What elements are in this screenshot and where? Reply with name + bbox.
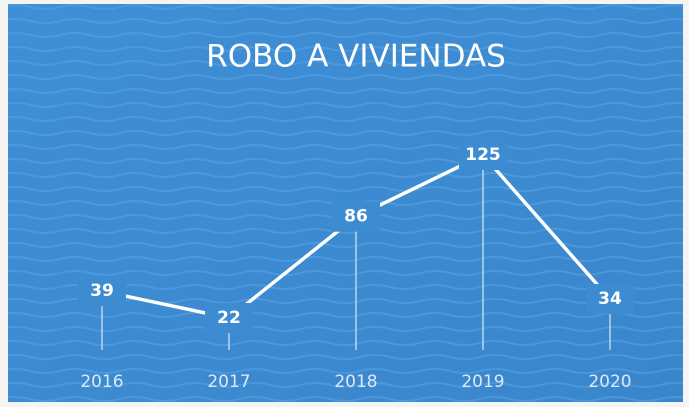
data-label: 34 xyxy=(598,289,622,309)
x-tick-label: 2019 xyxy=(461,372,504,392)
chart-title: ROBO A VIVIENDAS xyxy=(206,39,506,75)
data-label: 125 xyxy=(465,145,501,165)
x-tick-label: 2017 xyxy=(207,372,250,392)
x-tick-label: 2016 xyxy=(80,372,123,392)
x-tick-label: 2020 xyxy=(588,372,631,392)
x-tick-label: 2018 xyxy=(334,372,377,392)
label-background xyxy=(205,303,253,333)
label-background xyxy=(332,201,380,232)
data-label: 86 xyxy=(344,207,368,227)
label-background xyxy=(78,276,126,307)
label-background xyxy=(586,284,634,315)
label-background xyxy=(459,140,507,170)
data-label: 39 xyxy=(90,281,114,301)
data-label: 22 xyxy=(217,308,241,328)
